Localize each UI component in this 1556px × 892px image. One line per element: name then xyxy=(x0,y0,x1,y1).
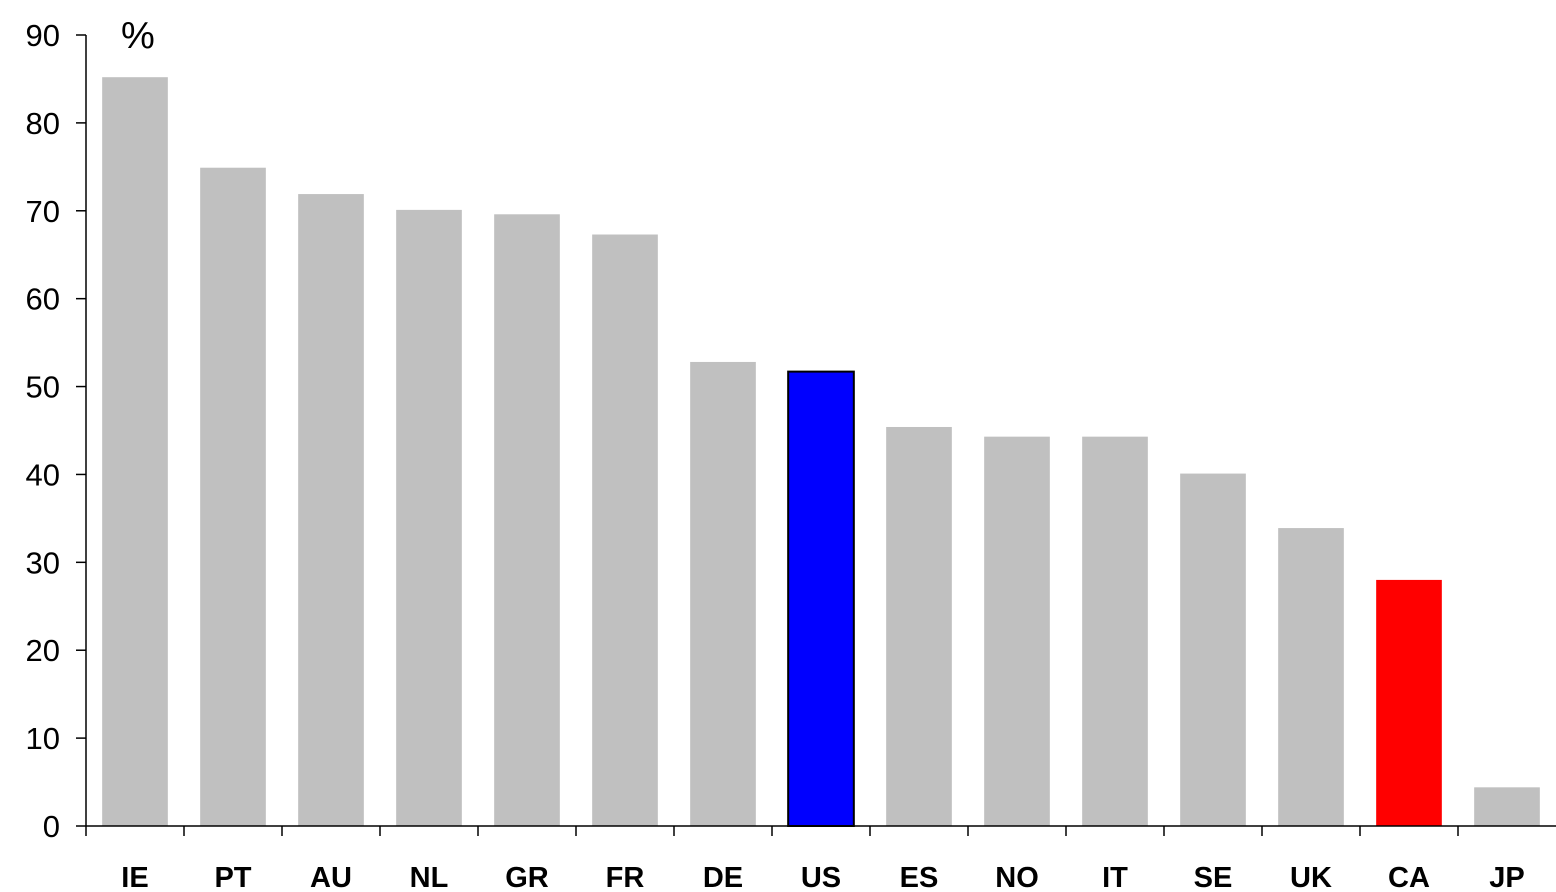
y-tick-labels: 0 10 20 30 40 50 60 70 80 90 xyxy=(26,18,60,844)
y-tick-label: 80 xyxy=(26,106,60,141)
bar-jp xyxy=(1474,787,1540,826)
x-tick-label-ca: CA xyxy=(1388,862,1430,892)
bar-es xyxy=(886,426,952,826)
y-axis-unit-label: % xyxy=(121,15,155,57)
bar-pt xyxy=(200,167,266,826)
x-category-labels: IE PT AU NL GR FR DE US ES NO IT SE UK CA JP xyxy=(121,862,1524,892)
bar-fr xyxy=(592,234,658,826)
bar-it xyxy=(1082,436,1148,826)
y-tick-label: 90 xyxy=(26,18,60,53)
bar-us xyxy=(787,370,855,827)
bars-group xyxy=(102,77,1540,827)
bar-ca xyxy=(1376,579,1442,826)
bar-uk xyxy=(1278,528,1344,826)
y-tick-label: 0 xyxy=(43,809,60,844)
x-tick-label-gr: GR xyxy=(505,862,549,892)
bar-no xyxy=(984,436,1050,826)
bar-au xyxy=(298,194,364,827)
bar-nl xyxy=(396,209,462,826)
y-tick-label: 70 xyxy=(26,194,60,229)
x-tick-label-ie: IE xyxy=(121,862,148,892)
axes-group xyxy=(76,34,1556,836)
bar-se xyxy=(1180,473,1246,826)
y-tick-label: 40 xyxy=(26,457,60,492)
y-tick-label: 10 xyxy=(26,721,60,756)
bar-gr xyxy=(494,214,560,826)
x-tick-label-se: SE xyxy=(1194,862,1233,892)
bar-de xyxy=(690,361,756,826)
x-tick-label-no: NO xyxy=(995,862,1039,892)
x-tick-label-de: DE xyxy=(703,862,743,892)
x-tick-label-es: ES xyxy=(900,862,939,892)
x-tick-label-it: IT xyxy=(1102,862,1128,892)
y-tick-label: 30 xyxy=(26,545,60,580)
x-tick-label-jp: JP xyxy=(1489,862,1524,892)
x-tick-label-nl: NL xyxy=(410,862,449,892)
y-tick-label: 20 xyxy=(26,633,60,668)
y-tick-label: 60 xyxy=(26,282,60,317)
bar-ie xyxy=(102,77,168,827)
y-tick-label: 50 xyxy=(26,370,60,405)
x-tick-label-pt: PT xyxy=(214,862,251,892)
x-tick-label-uk: UK xyxy=(1290,862,1332,892)
x-tick-label-us: US xyxy=(801,862,841,892)
x-tick-label-fr: FR xyxy=(606,862,645,892)
x-tick-label-au: AU xyxy=(310,862,352,892)
